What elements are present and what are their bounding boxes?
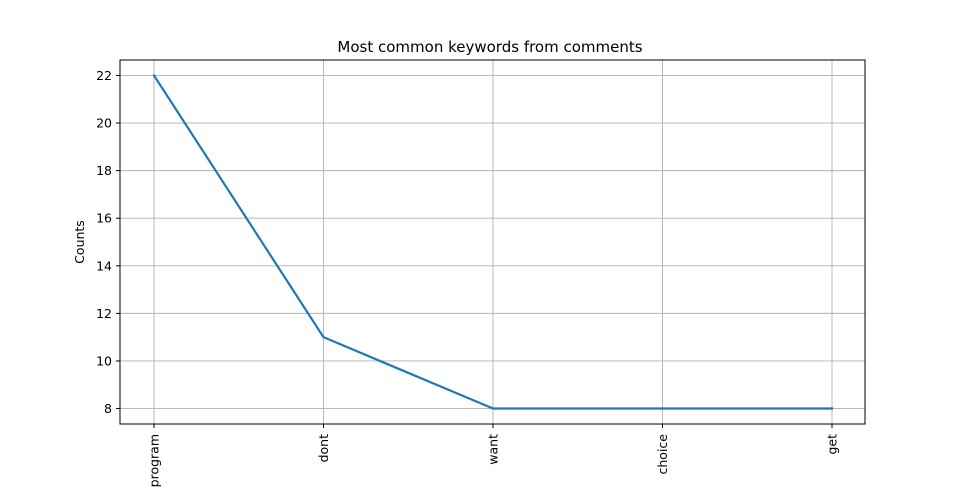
y-tick-label: 8 bbox=[104, 401, 112, 416]
y-tick-label: 16 bbox=[96, 211, 112, 226]
y-tick-label: 12 bbox=[96, 306, 112, 321]
y-axis-label: Counts bbox=[72, 220, 87, 264]
y-tick-label: 18 bbox=[96, 163, 112, 178]
x-tick-label: dont bbox=[316, 434, 331, 463]
chart-title: Most common keywords from comments bbox=[337, 38, 642, 56]
x-tick-label: want bbox=[486, 434, 501, 465]
y-tick-label: 14 bbox=[96, 258, 112, 273]
y-tick-label: 10 bbox=[96, 353, 112, 368]
y-tick-label: 22 bbox=[96, 68, 112, 83]
x-tick-label: program bbox=[147, 434, 162, 487]
y-tick-label: 20 bbox=[96, 116, 112, 131]
x-tick-label: choice bbox=[655, 434, 670, 475]
x-axis-ticks: program dont want choice get bbox=[147, 424, 840, 487]
y-axis-ticks: 8 10 12 14 16 18 20 22 bbox=[96, 68, 120, 416]
grid-lines bbox=[120, 60, 865, 424]
x-tick-label: get bbox=[825, 434, 840, 455]
plot-frame bbox=[120, 60, 865, 424]
